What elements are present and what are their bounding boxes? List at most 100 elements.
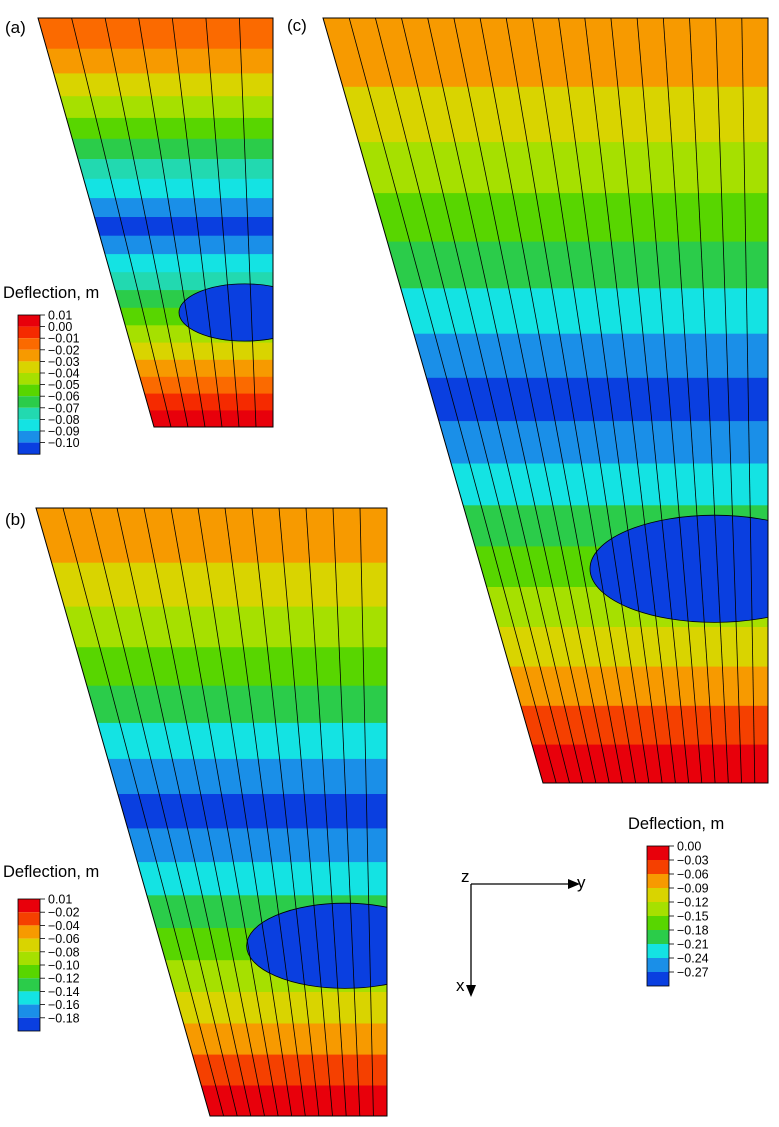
legend-level-label: −0.06 (48, 390, 80, 404)
rib-line (359, 508, 374, 1116)
legend-level-label: −0.10 (48, 436, 80, 450)
panel-contours (38, 18, 273, 427)
legend-swatch (18, 338, 40, 350)
legend-swatch (18, 899, 40, 913)
legend-level-label: −0.07 (48, 401, 80, 415)
panel-outline (35, 507, 388, 1117)
legend-swatch (18, 978, 40, 992)
panel-label-c: (c) (287, 16, 307, 35)
legend-swatch (647, 888, 669, 902)
contour-band (323, 18, 768, 88)
rib-line (479, 18, 623, 783)
legend-swatch (18, 384, 40, 397)
legend-level-label: −0.24 (677, 952, 709, 966)
rib-line (143, 508, 265, 1116)
rib-line (610, 18, 689, 783)
legend-level-label: −0.10 (48, 959, 80, 973)
rib-line (689, 18, 729, 783)
rib-line (171, 18, 223, 427)
rib-line (205, 18, 240, 427)
rib-line (116, 508, 252, 1116)
rib-line (348, 18, 557, 783)
legend-level-label: 0.01 (48, 893, 72, 907)
legend-swatch (18, 431, 40, 443)
legend-swatch (18, 1017, 40, 1031)
panel-outline (322, 17, 769, 784)
legend-swatch (18, 965, 40, 979)
legend-level-label: −0.03 (677, 854, 709, 868)
contour-band (38, 18, 273, 50)
legend-swatch (647, 860, 669, 874)
y-arrowhead-icon (568, 879, 580, 889)
rib-line (532, 18, 650, 783)
contour-band (323, 333, 768, 379)
contour-band (323, 463, 768, 506)
legend-swatch (647, 846, 669, 860)
legend-swatch (18, 407, 40, 420)
legend-swatch (18, 419, 40, 431)
legend-swatch (18, 315, 40, 327)
legend-level-label: −0.15 (677, 910, 709, 924)
rib-line (278, 508, 333, 1116)
legend-level-label: −0.12 (677, 896, 709, 910)
legend-level-label: −0.27 (677, 966, 709, 980)
contour-band (38, 48, 273, 74)
contour-band (38, 96, 273, 119)
contour-band (323, 193, 768, 243)
contour-band (36, 562, 387, 608)
legend-swatch (647, 930, 669, 944)
legend-title: Deflection, m (628, 815, 724, 833)
legend-a: Deflection, m0.010.00−0.01−0.02−0.03−0.0… (3, 284, 99, 455)
legend-b: Deflection, m0.01−0.02−0.04−0.06−0.08−0.… (3, 863, 99, 1032)
panel-label-b: (b) (5, 510, 26, 529)
legend-level-label: −0.16 (48, 998, 80, 1012)
legend-level-label: −0.08 (48, 945, 80, 959)
contour-band (36, 1085, 387, 1116)
legend-swatch (18, 1004, 40, 1018)
rib-line (62, 508, 224, 1116)
legend-swatch (18, 396, 40, 408)
x-arrowhead-icon (466, 985, 476, 997)
rib-line (662, 18, 716, 783)
legend-swatch (18, 951, 40, 965)
legend-swatch (18, 925, 40, 939)
contour-band (36, 508, 387, 564)
legend-swatch (18, 991, 40, 1005)
legend-level-label: −0.18 (677, 924, 709, 938)
legend-level-label: −0.08 (48, 413, 80, 427)
contour-band (38, 178, 273, 199)
rib-line (558, 18, 663, 783)
legend-swatch (647, 972, 669, 986)
legend-level-label: −0.09 (48, 425, 80, 439)
legend-level-label: −0.06 (677, 868, 709, 882)
legend-swatch (18, 912, 40, 926)
legend-level-label: 0.00 (677, 840, 701, 854)
legend-level-label: −0.21 (677, 938, 709, 952)
z-axis-label: z (461, 867, 470, 886)
legend-level-label: −0.01 (48, 332, 80, 346)
rib-line (305, 508, 347, 1116)
legend-swatch (647, 902, 669, 916)
legend-title: Deflection, m (3, 863, 99, 881)
contour-band (36, 992, 387, 1024)
rib-line (636, 18, 703, 783)
rib-line (239, 18, 257, 427)
contour-band (323, 142, 768, 194)
rib-line (453, 18, 610, 783)
legend-level-label: 0.00 (48, 320, 72, 334)
contour-band (38, 198, 273, 218)
x-axis-label: x (456, 976, 465, 995)
contour-band (36, 647, 387, 687)
contour-band (38, 138, 273, 160)
legend-swatch (647, 958, 669, 972)
legend-level-label: 0.01 (48, 309, 72, 323)
rib-line (741, 18, 756, 783)
panel-label-a: (a) (5, 18, 26, 37)
legend-swatch (18, 938, 40, 952)
rib-line (138, 18, 206, 427)
rib-line (505, 18, 636, 783)
legend-swatch (18, 442, 40, 455)
legend-swatch (647, 874, 669, 888)
legend-level-label: −0.04 (48, 919, 80, 933)
